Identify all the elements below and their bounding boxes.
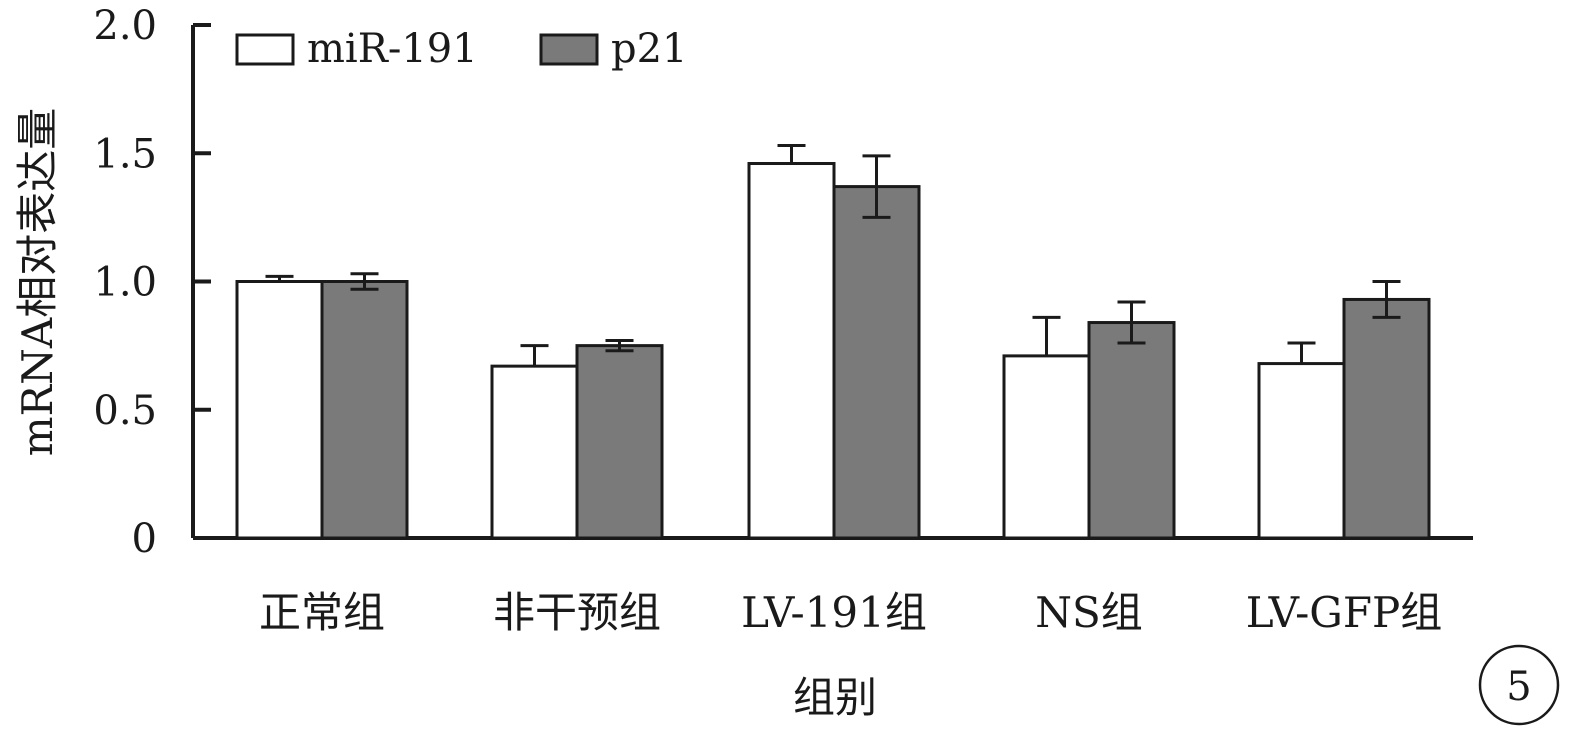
legend-swatch-p21 bbox=[539, 33, 599, 66]
y-tick-label: 0.5 bbox=[93, 388, 157, 434]
error-bars bbox=[265, 144, 1401, 367]
legend-swatch-mir191 bbox=[235, 33, 295, 66]
panel-badge-text: 5 bbox=[1506, 664, 1531, 710]
y-tick-label: 2.0 bbox=[93, 3, 157, 49]
legend-label-mir191: miR-191 bbox=[307, 26, 478, 72]
panel-badge-circle bbox=[1478, 644, 1560, 726]
bar-p21 bbox=[832, 185, 921, 540]
panel-badge: 5 bbox=[1478, 644, 1560, 726]
x-tick-label: LV-191组 bbox=[741, 588, 927, 637]
bar-p21 bbox=[320, 280, 409, 540]
labels: 0 0.5 1.0 1.5 2.0 正常组 非干预组 LV-191组 NS组 LV-GFP组 bbox=[93, 3, 1442, 637]
y-tick-label: 1.5 bbox=[93, 131, 157, 177]
y-axis-title: mRNA相对表达量 bbox=[13, 108, 62, 457]
x-tick-label: LV-GFP组 bbox=[1246, 588, 1443, 637]
bar-mir191 bbox=[747, 162, 836, 540]
x-tick-label: NS组 bbox=[1035, 588, 1143, 637]
bars bbox=[235, 162, 1431, 540]
bar-mir191 bbox=[235, 280, 324, 540]
bar-p21 bbox=[575, 344, 664, 540]
x-axis-title: 组别 bbox=[793, 673, 877, 722]
legend: miR-191 p21 bbox=[235, 26, 688, 72]
x-tick-label: 正常组 bbox=[259, 588, 385, 637]
bar-mir191 bbox=[490, 364, 579, 540]
y-tick-label: 0 bbox=[132, 516, 157, 562]
x-tick-label: 非干预组 bbox=[493, 588, 661, 637]
y-tick-label: 1.0 bbox=[93, 260, 157, 306]
bar-p21 bbox=[1087, 321, 1176, 540]
legend-label-p21: p21 bbox=[611, 26, 688, 72]
bar-p21 bbox=[1342, 297, 1431, 540]
bar-mir191 bbox=[1257, 362, 1346, 540]
bar-mir191 bbox=[1002, 354, 1091, 540]
